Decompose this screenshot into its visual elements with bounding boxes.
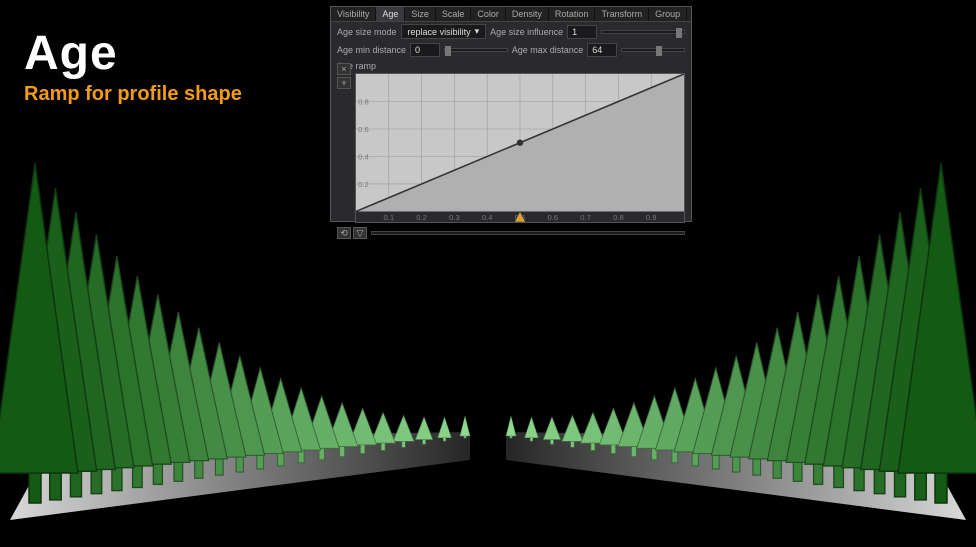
slider-thumb[interactable] [676,28,682,38]
page-title: Age [24,26,242,81]
age-size-mode-dropdown[interactable]: replace visibility ▾ [401,24,487,39]
age-min-dist-field[interactable]: 0 [410,43,440,57]
page-subtitle: Ramp for profile shape [24,83,242,106]
age-size-influence-field[interactable]: 1 [567,25,597,39]
svg-text:0.8: 0.8 [358,98,369,107]
scene-svg [0,120,976,547]
age-size-influence-slider[interactable] [601,30,685,34]
age-size-influence-label: Age size influence [490,27,563,37]
age-size-mode-label: Age size mode [337,27,397,37]
tab-size[interactable]: Size [405,7,436,21]
tab-rotation[interactable]: Rotation [549,7,596,21]
slider-thumb[interactable] [656,46,662,56]
tab-visibility[interactable]: Visibility [331,7,376,21]
slider-thumb[interactable] [445,46,451,56]
age-max-dist-field[interactable]: 64 [587,43,617,57]
viewport-scene [0,120,976,547]
tab-color[interactable]: Color [471,7,506,21]
tab-density[interactable]: Density [506,7,549,21]
tab-transform[interactable]: Transform [595,7,649,21]
age-min-dist-label: Age min distance [337,45,406,55]
tab-age[interactable]: Age [376,7,405,21]
tab-group[interactable]: Group [649,7,687,21]
age-size-mode-value: replace visibility [408,27,471,37]
age-max-dist-label: Age max distance [512,45,584,55]
chevron-down-icon: ▾ [475,26,480,37]
tabs: Visibility Age Size Scale Color Density … [331,7,691,22]
age-max-dist-slider[interactable] [621,48,685,52]
age-min-dist-slider[interactable] [444,48,508,52]
tab-scale[interactable]: Scale [436,7,472,21]
ramp-add-button[interactable]: + [337,77,351,89]
ramp-delete-button[interactable]: × [337,63,351,75]
